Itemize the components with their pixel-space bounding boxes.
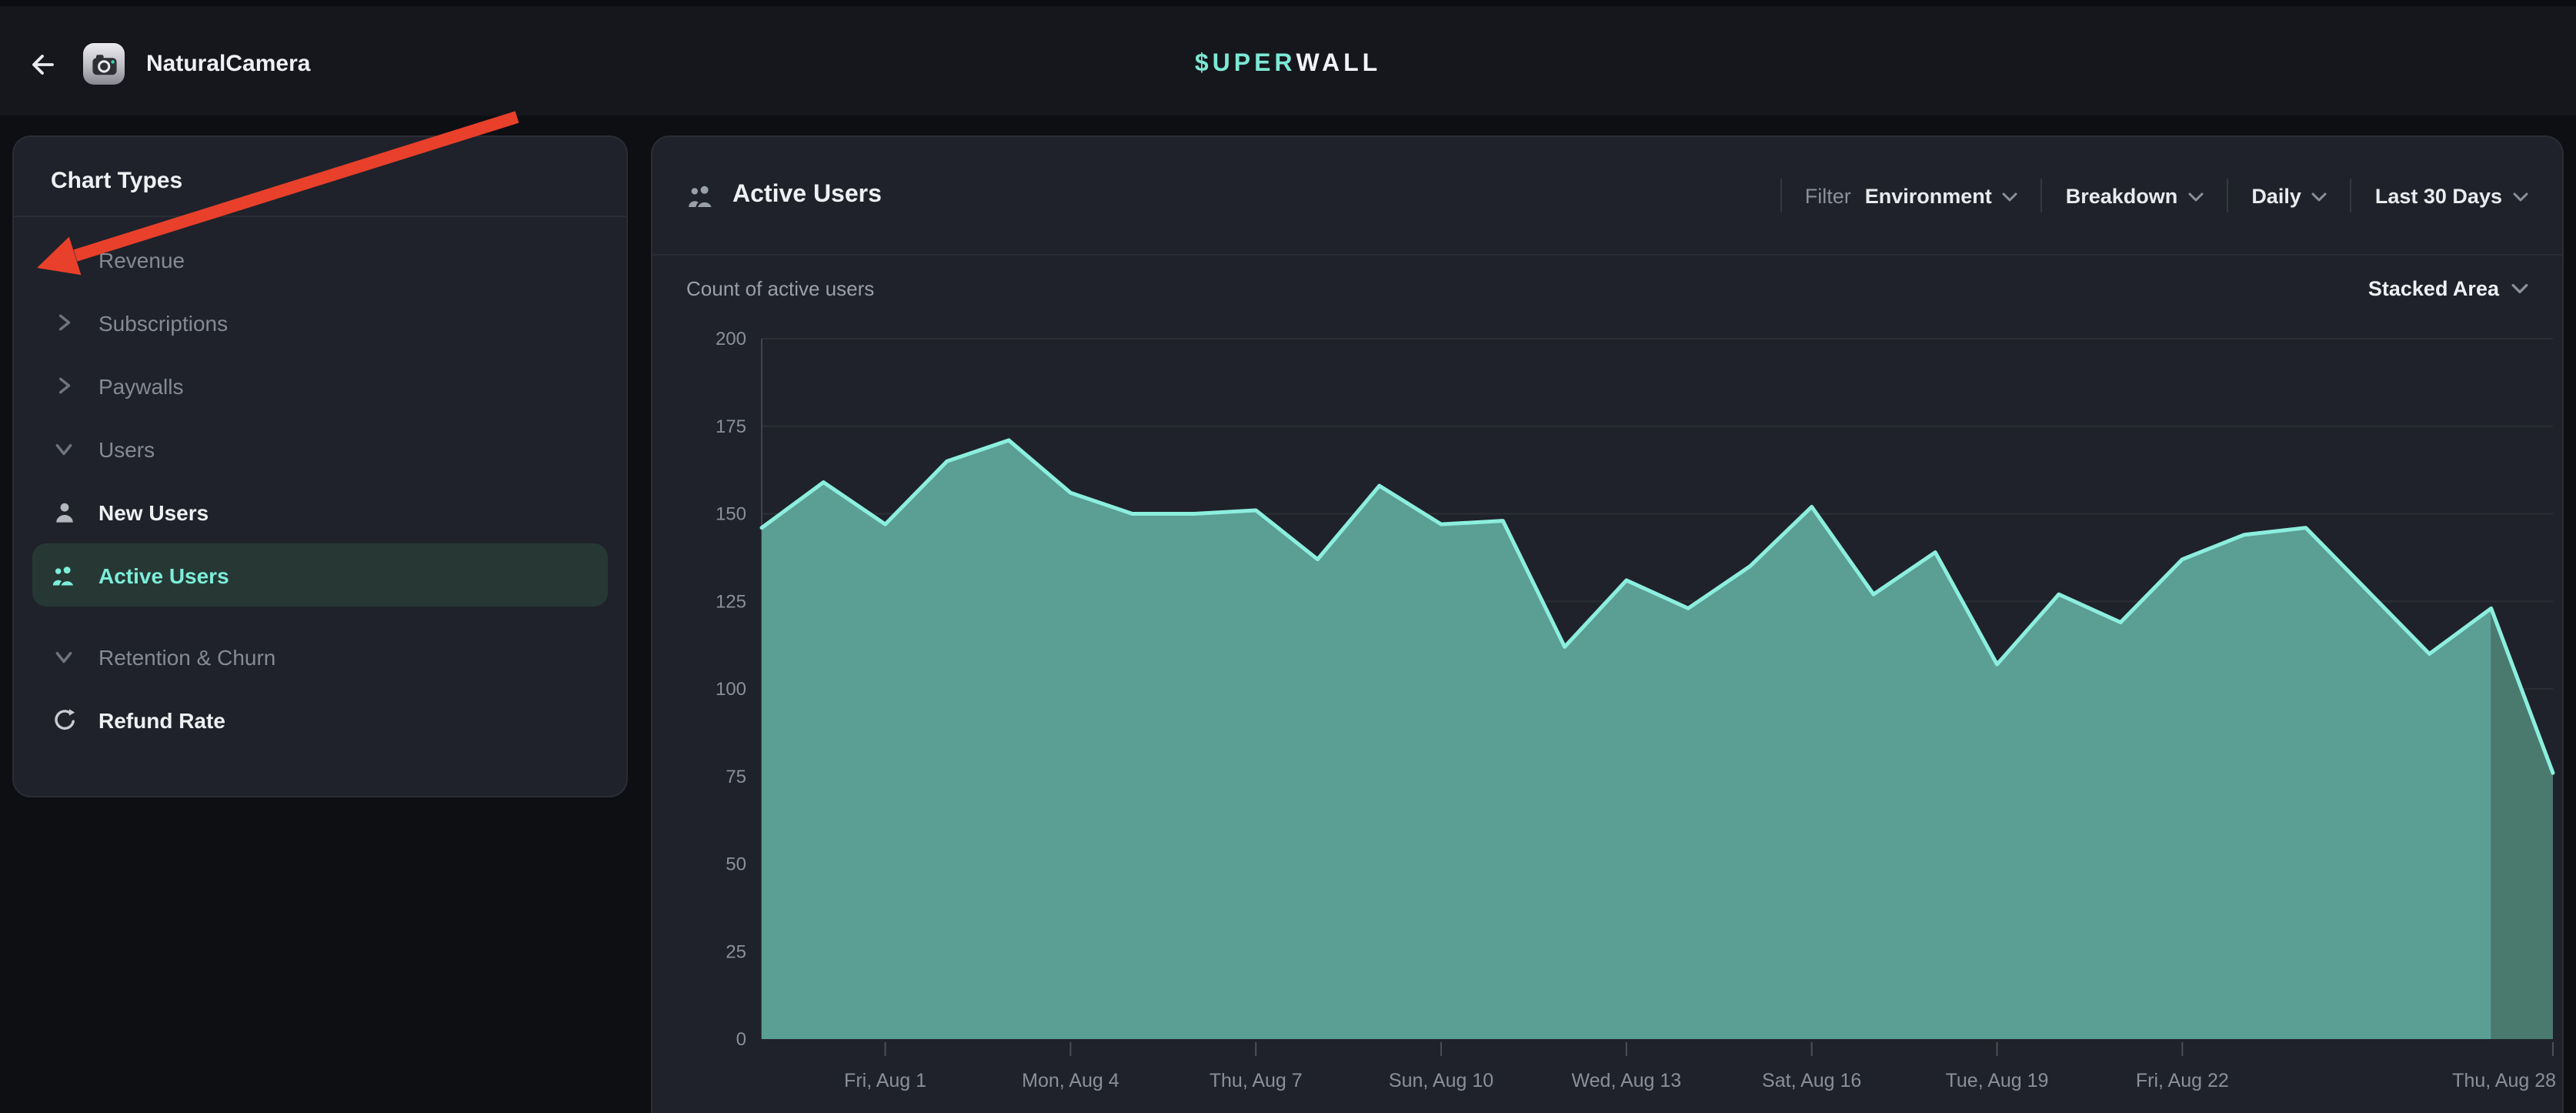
chevron-down-icon — [2312, 192, 2327, 201]
environment-filter-value: Environment — [1864, 184, 1992, 207]
active-users-panel: 0 25 50 75 100 125 150 175 200 Fri, Aug 1 Mon, Aug… — [651, 135, 2564, 1113]
environment-filter[interactable]: Environment — [1865, 184, 2018, 207]
people-icon — [51, 562, 77, 588]
chevron-down-icon — [2003, 192, 2018, 201]
granularity-filter[interactable]: Daily — [2251, 184, 2327, 207]
svg-text:Sun, Aug 10: Sun, Aug 10 — [1389, 1070, 1493, 1091]
svg-text:125: 125 — [716, 591, 746, 612]
sidebar-item-paywalls[interactable]: Paywalls — [32, 354, 608, 417]
chevron-right-icon — [51, 246, 77, 272]
filters-bar: Filter Environment Breakdown Daily La — [1757, 179, 2528, 212]
sidebar-item-label: New Users — [98, 500, 209, 524]
breakdown-filter[interactable]: Breakdown — [2066, 184, 2204, 207]
app-icon-camera — [83, 43, 125, 85]
svg-text:Fri, Aug 1: Fri, Aug 1 — [844, 1070, 926, 1091]
svg-text:Thu, Aug 7: Thu, Aug 7 — [1210, 1070, 1303, 1091]
sidebar-item-new-users[interactable]: New Users — [32, 480, 608, 543]
sidebar-item-label: Paywalls — [98, 373, 184, 398]
people-icon — [686, 182, 716, 209]
refresh-icon — [51, 707, 77, 733]
app-name: NaturalCamera — [146, 51, 311, 77]
chevron-right-icon — [51, 309, 77, 336]
sidebar-item-label: Refund Rate — [98, 707, 225, 732]
chart-title: Active Users — [732, 182, 882, 208]
date-range-filter-value: Last 30 Days — [2374, 184, 2502, 207]
sidebar-item-retention-churn[interactable]: Retention & Churn — [32, 625, 608, 688]
top-bar: $UPER WALL NaturalCamera — [0, 0, 2576, 115]
date-range-filter[interactable]: Last 30 Days — [2375, 184, 2528, 207]
filter-separator — [2040, 179, 2043, 212]
svg-text:Sat, Aug 16: Sat, Aug 16 — [1762, 1070, 1861, 1091]
chart-types-list: Revenue Subscriptions Paywalls Users New Use… — [14, 217, 626, 751]
back-arrow-icon — [28, 48, 58, 79]
person-icon — [51, 499, 77, 525]
chart-subheader: Count of active users Stacked Area — [652, 256, 2562, 320]
svg-text:150: 150 — [716, 504, 746, 525]
chart-type-value: Stacked Area — [2367, 276, 2499, 299]
sidebar-item-active-users[interactable]: Active Users — [32, 543, 608, 607]
svg-text:Fri, Aug 22: Fri, Aug 22 — [2136, 1070, 2229, 1091]
filter-separator — [1780, 179, 1782, 212]
sidebar-item-label: Revenue — [98, 247, 185, 272]
sidebar-item-users[interactable]: Users — [32, 417, 608, 480]
svg-text:25: 25 — [726, 941, 746, 962]
svg-text:200: 200 — [716, 329, 746, 349]
svg-text:50: 50 — [726, 854, 746, 875]
sidebar-item-label: Subscriptions — [98, 310, 229, 335]
chevron-right-icon — [51, 373, 77, 399]
svg-text:Thu, Aug 28: Thu, Aug 28 — [2452, 1070, 2556, 1091]
superwall-logo: $UPER WALL — [0, 6, 2576, 122]
chevron-down-icon — [51, 436, 77, 462]
chart-header: Active Users Filter Environment Breakdow… — [652, 137, 2562, 256]
chevron-down-icon — [2188, 192, 2204, 201]
granularity-filter-value: Daily — [2251, 184, 2301, 207]
sidebar-item-label: Users — [98, 436, 155, 461]
svg-text:Mon, Aug 4: Mon, Aug 4 — [1022, 1070, 1119, 1091]
filter-separator — [2227, 179, 2229, 212]
svg-text:Tue, Aug 19: Tue, Aug 19 — [1946, 1070, 2049, 1091]
chevron-down-icon — [51, 643, 77, 670]
svg-text:175: 175 — [716, 416, 746, 437]
camera-icon — [87, 47, 121, 81]
sidebar-item-subscriptions[interactable]: Subscriptions — [32, 291, 608, 354]
svg-text:0: 0 — [736, 1029, 746, 1050]
sidebar-item-label: Retention & Churn — [98, 644, 276, 669]
chart-subtitle: Count of active users — [686, 276, 875, 299]
chart-type-selector[interactable]: Stacked Area — [2368, 276, 2528, 299]
svg-text:100: 100 — [716, 679, 746, 700]
logo-teal-part: $UPER — [1194, 50, 1296, 76]
back-button[interactable] — [25, 45, 62, 82]
filter-separator — [2350, 179, 2352, 212]
breakdown-filter-value: Breakdown — [2065, 184, 2178, 207]
chevron-down-icon — [2511, 283, 2528, 294]
svg-text:75: 75 — [726, 767, 746, 787]
sidebar-item-label: Active Users — [98, 563, 229, 587]
logo-white-part: WALL — [1296, 50, 1382, 76]
chart-types-panel: Chart Types Revenue Subscriptions Paywalls… — [12, 135, 628, 797]
sidebar-item-revenue[interactable]: Revenue — [32, 228, 608, 291]
sidebar-item-refund-rate[interactable]: Refund Rate — [32, 688, 608, 751]
active-users-chart: 0 25 50 75 100 125 150 175 200 Fri, Aug 1 Mon, Aug… — [716, 329, 2556, 1091]
svg-text:Wed, Aug 13: Wed, Aug 13 — [1572, 1070, 1682, 1091]
chart-types-title: Chart Types — [51, 168, 183, 194]
filter-label: Filter — [1804, 184, 1851, 207]
chevron-down-icon — [2513, 192, 2528, 201]
